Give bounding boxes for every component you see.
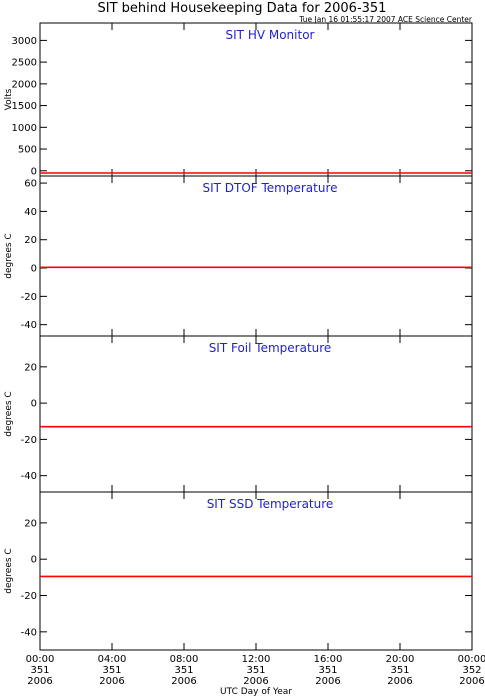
x-tick-label: 20:00 — [386, 654, 415, 665]
y-tick-label: 500 — [18, 145, 37, 156]
panels: SIT HV MonitorVolts050010001500200025003… — [4, 22, 473, 651]
y-axis-label: Volts — [4, 88, 14, 110]
x-tick-label: 351 — [102, 665, 121, 676]
plot-frame — [39, 335, 473, 493]
x-tick-label: 2006 — [243, 676, 268, 687]
y-tick-label: -20 — [21, 435, 37, 446]
x-tick-label: 2006 — [171, 676, 196, 687]
x-tick-label: 2006 — [459, 676, 484, 687]
y-tick-label: 0 — [31, 399, 37, 410]
y-tick-label: -40 — [21, 627, 37, 638]
x-tick-label: 00:00 — [26, 654, 55, 665]
x-tick-label: 08:00 — [170, 654, 199, 665]
y-axis-label: degrees C — [4, 233, 14, 278]
panel-2: SIT DTOF Temperature degrees C -40 -20 0 20 40… — [4, 175, 473, 337]
panel-4: SIT SSD Temperature degrees C -40 -20 0 20 — [4, 491, 473, 651]
plot-frame — [39, 175, 473, 337]
x-tick-label: 2006 — [315, 676, 340, 687]
x-tick-label: 04:00 — [98, 654, 127, 665]
x-tick-label: 351 — [246, 665, 265, 676]
y-tick-label: 2000 — [12, 79, 37, 90]
timestamp: Tue Jan 16 01:55:17 2007 ACE Science Cen… — [298, 15, 473, 24]
panel-title: SIT SSD Temperature — [207, 497, 334, 511]
x-tick-label: 351 — [30, 665, 49, 676]
plot-frame — [39, 491, 473, 651]
x-axis-label: UTC Day of Year — [220, 687, 292, 697]
y-tick-label: -40 — [21, 471, 37, 482]
y-tick-label: 0 — [31, 264, 37, 275]
x-tick-label: 2006 — [387, 676, 412, 687]
panel-3: SIT Foil Temperature degrees C -40 -20 0 20 — [4, 335, 473, 493]
y-tick-label: 2500 — [12, 58, 37, 69]
chart-title: SIT behind Housekeeping Data for 2006-35… — [98, 1, 387, 16]
x-tick-label: 351 — [318, 665, 337, 676]
panel-title: SIT HV Monitor — [226, 28, 315, 42]
panel-1: SIT HV Monitor Volts 0 500 1000 1500 2000 2500 3… — [4, 22, 473, 177]
y-tick-label: -20 — [21, 591, 37, 602]
x-axis: 00:00351200604:00351200608:00351200612:0… — [26, 654, 485, 687]
y-axis-label: degrees C — [4, 548, 14, 593]
y-tick-label: -40 — [21, 320, 37, 331]
x-tick-label: 351 — [390, 665, 409, 676]
x-tick-label: 352 — [462, 665, 481, 676]
x-tick-label: 12:00 — [242, 654, 271, 665]
y-tick-label: 0 — [31, 555, 37, 566]
y-tick-label: 20 — [24, 518, 37, 529]
y-tick-label: 1500 — [12, 101, 37, 112]
x-tick-label: 16:00 — [314, 654, 343, 665]
panel-title: SIT Foil Temperature — [209, 341, 332, 355]
x-tick-label: 351 — [174, 665, 193, 676]
x-tick-label: 00:00 — [458, 654, 485, 665]
y-tick-label: 0 — [31, 166, 37, 177]
y-tick-label: 40 — [24, 207, 37, 218]
y-axis-label: degrees C — [4, 391, 14, 436]
y-tick-label: 20 — [24, 235, 37, 246]
y-tick-label: -20 — [21, 292, 37, 303]
y-tick-label: 60 — [24, 179, 37, 190]
x-tick-label: 2006 — [27, 676, 52, 687]
x-tick-label: 2006 — [99, 676, 124, 687]
y-tick-label: 3000 — [12, 36, 37, 47]
plot-frame — [39, 22, 473, 177]
y-tick-label: 1000 — [12, 123, 37, 134]
y-tick-label: 20 — [24, 362, 37, 373]
panel-title: SIT DTOF Temperature — [202, 181, 337, 195]
